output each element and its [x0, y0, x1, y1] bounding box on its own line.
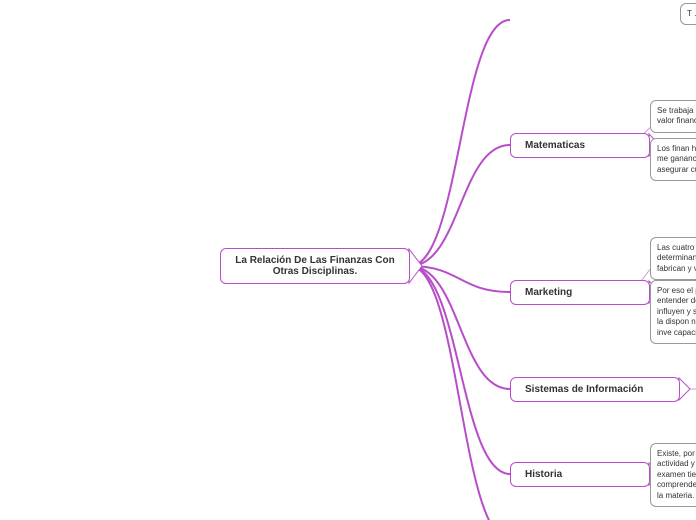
leaf-matematicas-1: Se trabaja de valor financier [650, 100, 696, 133]
branch-sistemas[interactable]: Sistemas de Información [510, 377, 680, 402]
branch-matematicas[interactable]: Matematicas [510, 133, 650, 158]
leaf-matematicas-2: Los finan hacer me ganancia asegurar cua… [650, 138, 696, 181]
branch-historia[interactable]: Historia [510, 462, 650, 487]
leaf-historia-1: Existe, por lo ta actividad y pens exame… [650, 443, 696, 507]
leaf-top-off: T … c… e… [680, 3, 696, 25]
root-node[interactable]: La Relación De Las Finanzas Con Otras Di… [220, 248, 410, 284]
mindmap-canvas: { "type": "mindmap", "background_color":… [0, 0, 696, 520]
branch-marketing[interactable]: Marketing [510, 280, 650, 305]
leaf-marketing-1: Las cuatro P de determinan el e fabrican… [650, 237, 696, 280]
leaf-marketing-2: Por eso el pers entender de qu influyen … [650, 280, 696, 344]
